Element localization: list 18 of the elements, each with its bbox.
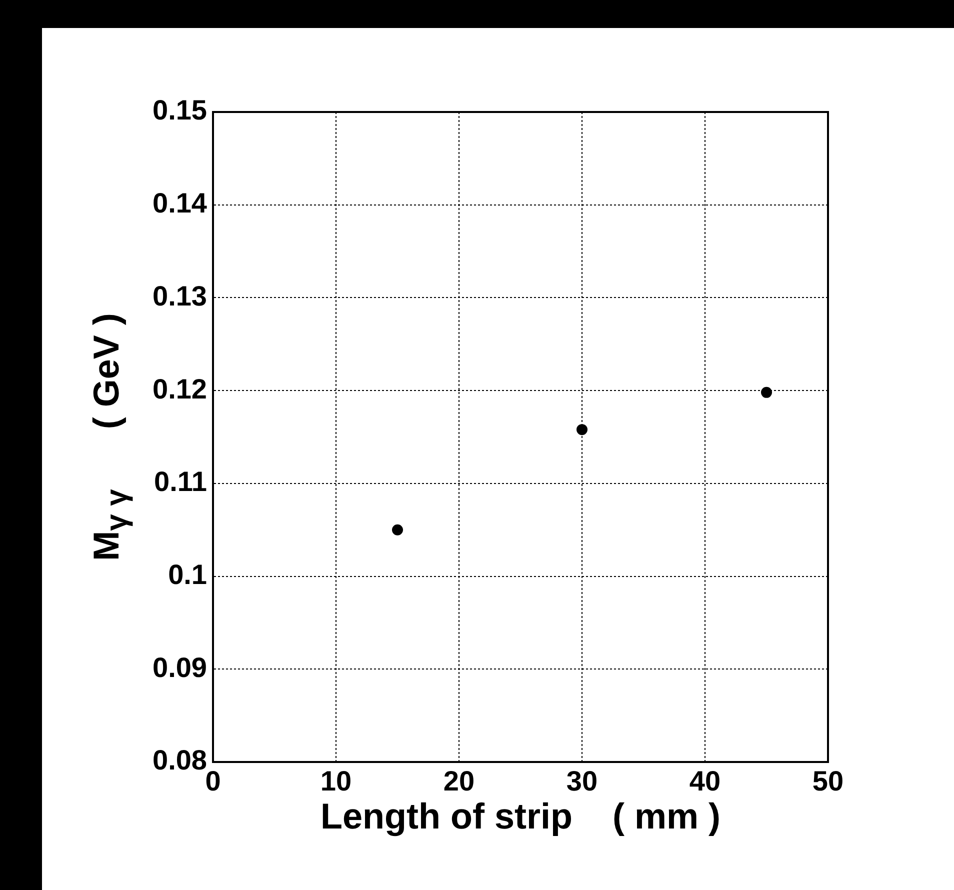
x-tick-label: 0	[205, 766, 221, 797]
y-tick-label: 0.14	[152, 188, 208, 219]
y-tick-label: 0.09	[152, 652, 207, 683]
point	[392, 524, 403, 536]
y-tick-label: 0.08	[152, 744, 207, 776]
y-tick-label: 0.13	[152, 280, 207, 312]
y-tick-label: 0.11	[154, 466, 207, 498]
x-tick-label: 50	[812, 766, 844, 797]
y-tick-label: 0.1	[168, 559, 207, 590]
point	[576, 424, 588, 436]
y-tick-label: 0.15	[152, 94, 207, 126]
x-tick-label: 40	[689, 766, 721, 797]
x-tick-label: 10	[320, 766, 352, 797]
x-tick-label: 30	[566, 766, 598, 797]
y-tick-label: 0.12	[152, 373, 207, 404]
point	[761, 386, 772, 398]
x-axis-title: Length of strip ( mm )	[320, 795, 720, 836]
x-tick-label: 20	[443, 766, 475, 797]
